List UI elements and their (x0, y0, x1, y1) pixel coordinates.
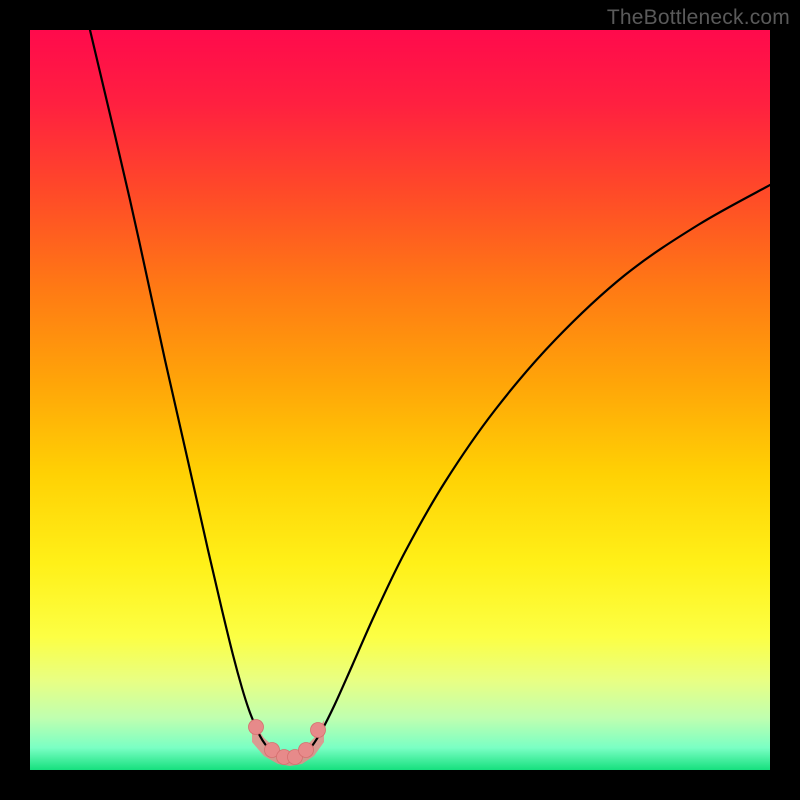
trough-marker (299, 743, 314, 758)
chart-frame: TheBottleneck.com (0, 0, 800, 800)
watermark-text: TheBottleneck.com (607, 6, 790, 30)
bottleneck-curve (90, 30, 770, 759)
plot-area (30, 30, 770, 770)
trough-marker (249, 720, 264, 735)
trough-marker (311, 723, 326, 738)
curve-layer (30, 30, 770, 770)
